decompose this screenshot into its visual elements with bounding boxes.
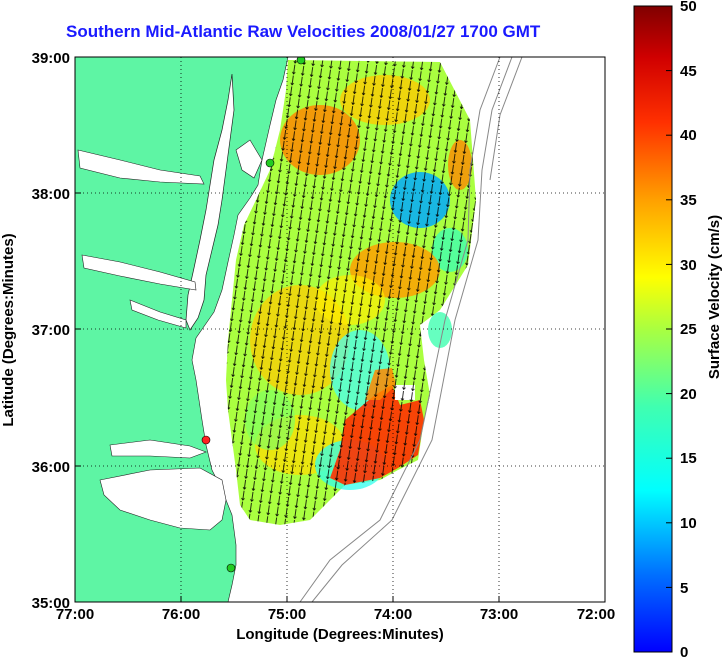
colorbar-tick-label: 15: [680, 450, 697, 467]
bay-tributary: [81, 254, 197, 291]
chesapeake-bay: [185, 73, 235, 331]
bathymetry-contours: [299, 57, 523, 602]
y-axis-label: Latitude (Degrees:Minutes): [0, 233, 17, 426]
colorbar-tick-label: 35: [680, 192, 697, 209]
velocity-field: [226, 60, 476, 525]
colorbar: [633, 5, 673, 653]
grid: [75, 57, 605, 602]
station-marker[interactable]: [201, 435, 211, 445]
colorbar-tick-label: 0: [680, 644, 688, 659]
y-tick-label: 36:00: [32, 459, 70, 476]
y-tick-label: 37:00: [32, 322, 70, 339]
colorbar-ticks: [666, 5, 672, 588]
pamlico-sound: [99, 467, 227, 531]
colorbar-tick-label: 45: [680, 63, 697, 80]
y-tick-marks: [75, 56, 81, 603]
station-marker[interactable]: [265, 158, 275, 168]
y-tick-label: 39:00: [32, 50, 70, 67]
x-tick-label: 75:00: [268, 606, 306, 623]
colorbar-tick-label: 10: [680, 515, 697, 532]
x-axis-label: Longitude (Degrees:Minutes): [236, 626, 444, 643]
colorbar-tick-label: 20: [680, 386, 697, 403]
y-tick-label: 35:00: [32, 595, 70, 612]
station-marker[interactable]: [296, 56, 306, 65]
x-tick-label: 72:00: [577, 606, 615, 623]
colorbar-label: Surface Velocity (cm/s): [706, 215, 723, 379]
colorbar-tick-label: 5: [680, 580, 688, 597]
albemarle-sound: [109, 439, 207, 459]
x-tick-label: 73:00: [480, 606, 518, 623]
land-mass: [75, 57, 289, 602]
coastal-lagoon: [235, 139, 263, 179]
bay-tributary: [77, 149, 205, 185]
colorbar-tick-label: 30: [680, 257, 697, 274]
station-marker[interactable]: [226, 563, 236, 573]
x-tick-label: 76:00: [162, 606, 200, 623]
x-tick-label: 74:00: [374, 606, 412, 623]
bay-tributary: [129, 299, 187, 329]
x-tick-marks: [74, 596, 606, 602]
colorbar-tick-label: 40: [680, 127, 697, 144]
x-tick-label: 77:00: [56, 606, 94, 623]
colorbar-tick-label: 25: [680, 321, 697, 338]
y-tick-label: 38:00: [32, 186, 70, 203]
colorbar-tick-label: 50: [680, 0, 697, 15]
map-title: Southern Mid-Atlantic Raw Velocities 200…: [66, 22, 541, 41]
